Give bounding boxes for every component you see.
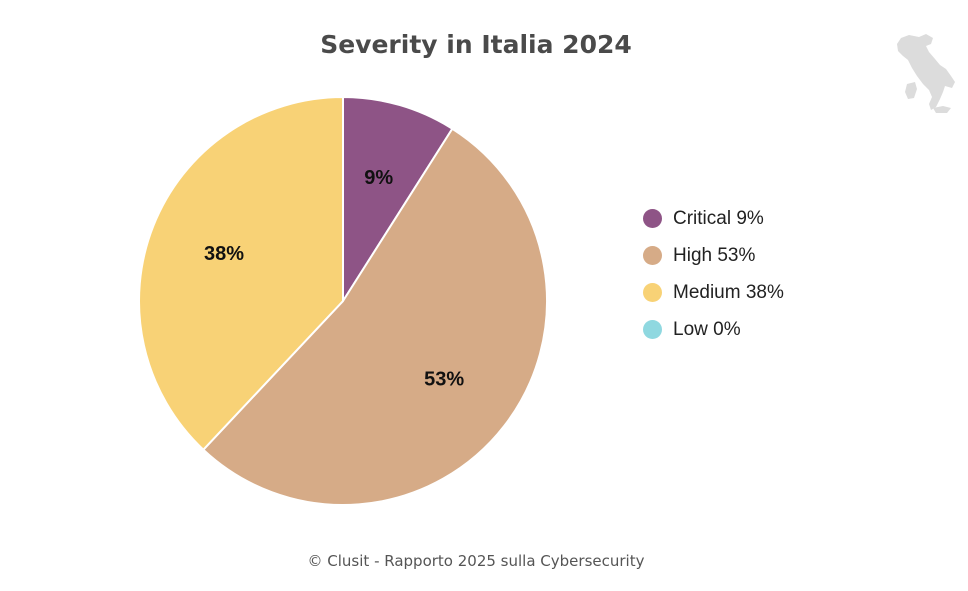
legend-label-medium: Medium 38% — [673, 281, 784, 303]
chart-legend: Critical 9% High 53% Medium 38% Low 0% — [643, 200, 784, 348]
legend-swatch-critical — [643, 209, 662, 228]
legend-item-high: High 53% — [643, 237, 784, 274]
pie-label-critical: 9% — [364, 167, 393, 189]
legend-swatch-low — [643, 320, 662, 339]
legend-label-critical: Critical 9% — [673, 207, 764, 229]
pie-label-medium: 38% — [204, 243, 244, 265]
pie-slices — [137, 95, 548, 506]
pie-slice-labels: 9% 53% 38% — [204, 167, 464, 390]
legend-label-high: High 53% — [673, 244, 756, 266]
pie-slice-medium — [137, 95, 344, 452]
pie-slice-critical — [342, 95, 454, 305]
pie-label-high: 53% — [424, 368, 464, 390]
legend-item-medium: Medium 38% — [643, 274, 784, 311]
legend-label-low: Low 0% — [673, 318, 741, 340]
italy-map-icon — [897, 34, 955, 113]
pie-slice-high — [201, 127, 548, 506]
legend-swatch-high — [643, 246, 662, 265]
legend-item-critical: Critical 9% — [643, 200, 784, 237]
legend-swatch-medium — [643, 283, 662, 302]
source-footer: © Clusit - Rapporto 2025 sulla Cybersecu… — [307, 552, 645, 570]
chart-title: Severity in Italia 2024 — [320, 30, 632, 59]
legend-item-low: Low 0% — [643, 311, 784, 348]
